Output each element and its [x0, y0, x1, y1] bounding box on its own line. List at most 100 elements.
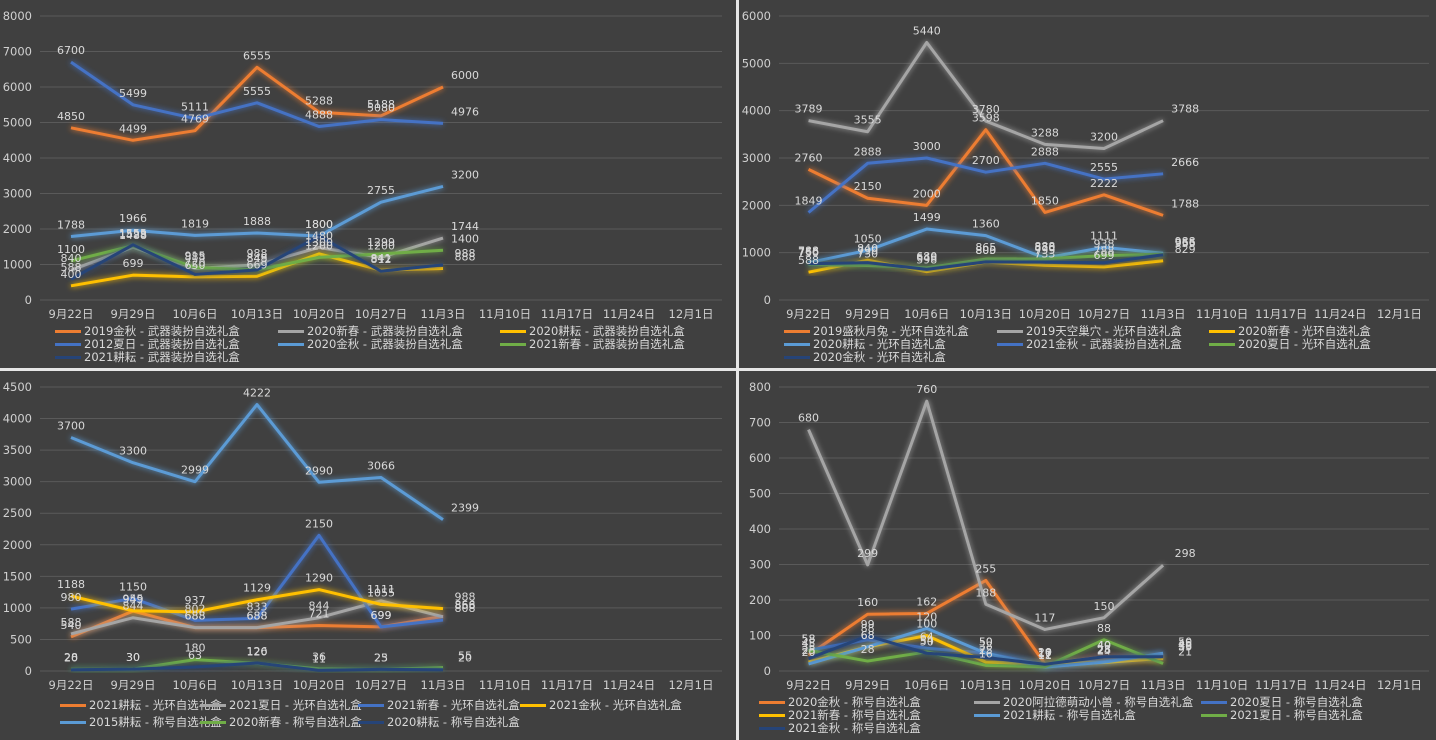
x-tick-label: 11月24日	[603, 307, 655, 321]
data-label: 699	[371, 609, 392, 622]
data-label: 805	[975, 244, 996, 257]
legend-item: 2021夏日 - 称号自选礼盒	[1201, 707, 1363, 723]
data-label: 1850	[1031, 194, 1059, 207]
data-label: 848	[247, 252, 268, 265]
data-label: 1050	[854, 232, 882, 245]
data-label: 100	[916, 618, 937, 631]
data-label: 938	[1094, 238, 1115, 251]
data-label: 24	[1097, 644, 1111, 657]
legend-label: 2021金秋 - 称号自选礼盒	[788, 721, 921, 735]
data-label: 750	[798, 247, 819, 260]
legend-item: 2021耕耘 - 武器装扮自选礼盒	[55, 349, 240, 365]
data-label: 949	[123, 593, 144, 606]
legend-label: 2020阿拉德萌动小兽 - 称号自选礼盒	[1003, 695, 1194, 709]
data-label: 588	[798, 254, 819, 267]
data-label: 20	[1038, 646, 1052, 659]
data-label: 50	[1178, 635, 1192, 648]
data-label: 766	[798, 246, 819, 259]
y-tick-label: 6000	[742, 9, 771, 23]
legend-swatch	[784, 342, 810, 346]
data-label: 966	[1175, 236, 1196, 249]
data-label: 788	[798, 245, 819, 258]
legend-item: 2021耕耘 - 称号自选礼盒	[974, 707, 1136, 723]
data-label: 4888	[305, 108, 333, 121]
data-label: 3789	[795, 103, 823, 116]
legend-label: 2021金秋 - 光环自选礼盒	[549, 698, 682, 712]
x-tick-label: 10月6日	[173, 678, 218, 692]
series-line	[70, 234, 444, 281]
x-tick-label: 10月20日	[1019, 678, 1071, 692]
x-tick-label: 10月13日	[231, 307, 283, 321]
data-label: 88	[1097, 622, 1111, 635]
y-tick-label: 3000	[742, 151, 771, 165]
legend-item: 2020金秋 - 光环自选礼盒	[784, 349, 946, 365]
chart-panel-title-boxes: 0 100 200 300 400 500 600 700 800 9月22日 9月29日 10月6日…	[739, 371, 1436, 740]
x-tick-label: 9月29日	[111, 678, 156, 692]
y-tick-label: 4000	[3, 151, 32, 165]
data-label: 5440	[913, 25, 941, 38]
x-tick-label: 10月20日	[293, 307, 345, 321]
legend-item: 2020夏日 - 称号自选礼盒	[1201, 694, 1363, 710]
data-label: 3598	[972, 112, 1000, 125]
x-tick-label: 10月13日	[960, 678, 1012, 692]
data-label: 1555	[119, 227, 147, 240]
y-tick-label: 1000	[3, 601, 32, 615]
data-label: 2150	[305, 517, 333, 530]
x-tick-label: 11月3日	[421, 678, 466, 692]
legend-swatch	[55, 329, 81, 333]
data-label: 2000	[913, 187, 941, 200]
x-tick-label: 11月17日	[1255, 678, 1307, 692]
legend-item: 2020阿拉德萌动小兽 - 称号自选礼盒	[974, 694, 1193, 710]
legend-label: 2015耕耘 - 称号自选礼盒	[89, 715, 222, 729]
legend-item: 2020金秋 - 称号自选礼盒	[759, 694, 921, 710]
chart-svg: 0 1000 2000 3000 4000 5000 6000 7000 8000 9月22日 9月…	[3, 9, 722, 321]
x-tick-label: 12月1日	[1377, 307, 1422, 321]
x-tick-label: 10月6日	[173, 307, 218, 321]
data-label: 955	[123, 593, 144, 606]
series-line	[808, 253, 1164, 271]
data-label: 849	[247, 252, 268, 265]
data-label: 3788	[1171, 103, 1199, 116]
data-label: 1819	[181, 217, 209, 230]
x-tick-label: 10月13日	[960, 307, 1012, 321]
data-label: 55	[458, 650, 472, 663]
series-line	[808, 227, 1164, 265]
y-tick-label: 3000	[3, 187, 32, 201]
data-label: 699	[123, 257, 144, 270]
x-tick-label: 12月1日	[669, 678, 714, 692]
x-tick-label: 10月20日	[293, 678, 345, 692]
legend-swatch	[55, 355, 81, 359]
legend-label: 2020新春 - 称号自选礼盒	[229, 715, 362, 729]
data-label: 3066	[367, 460, 395, 473]
x-tick-label: 11月10日	[479, 678, 531, 692]
legend-label: 2019天空巢穴 - 光环自选礼盒	[1026, 324, 1182, 338]
data-label: 841	[371, 252, 392, 265]
data-label: 40	[1097, 639, 1111, 652]
x-tick-label: 9月29日	[845, 678, 890, 692]
data-label: 2990	[305, 464, 333, 477]
x-tick-label: 11月17日	[1255, 307, 1307, 321]
data-label: 1499	[913, 211, 941, 224]
legend-label: 2021新春 - 光环自选礼盒	[387, 698, 520, 712]
chart-panel-halo-boxes-a: 0 1000 2000 3000 4000 5000 6000 9月22日 9月29日 10月6日…	[739, 0, 1436, 368]
data-label: 1055	[367, 586, 395, 599]
data-label: 28	[1097, 643, 1111, 656]
data-label: 298	[1175, 547, 1196, 560]
y-tick-label: 700	[749, 416, 771, 430]
data-label: 68	[861, 629, 875, 642]
data-label: 25	[1097, 644, 1111, 657]
data-label: 11	[312, 652, 326, 665]
data-label: 99	[861, 618, 875, 631]
legend-swatch	[759, 713, 785, 717]
legend-label: 2019盛秋月兔 - 光环自选礼盒	[813, 324, 969, 338]
x-tick-label: 10月27日	[1078, 678, 1130, 692]
y-tick-label: 600	[749, 451, 771, 465]
series-line	[807, 399, 1165, 631]
data-label: 6700	[57, 44, 85, 57]
data-label: 788	[1094, 245, 1115, 258]
data-label: 760	[916, 383, 937, 396]
x-tick-label: 9月22日	[786, 307, 831, 321]
data-label: 50	[979, 635, 993, 648]
legend-label: 2012夏日 - 武器装扮自选礼盒	[84, 337, 240, 351]
data-label: 812	[371, 253, 392, 266]
